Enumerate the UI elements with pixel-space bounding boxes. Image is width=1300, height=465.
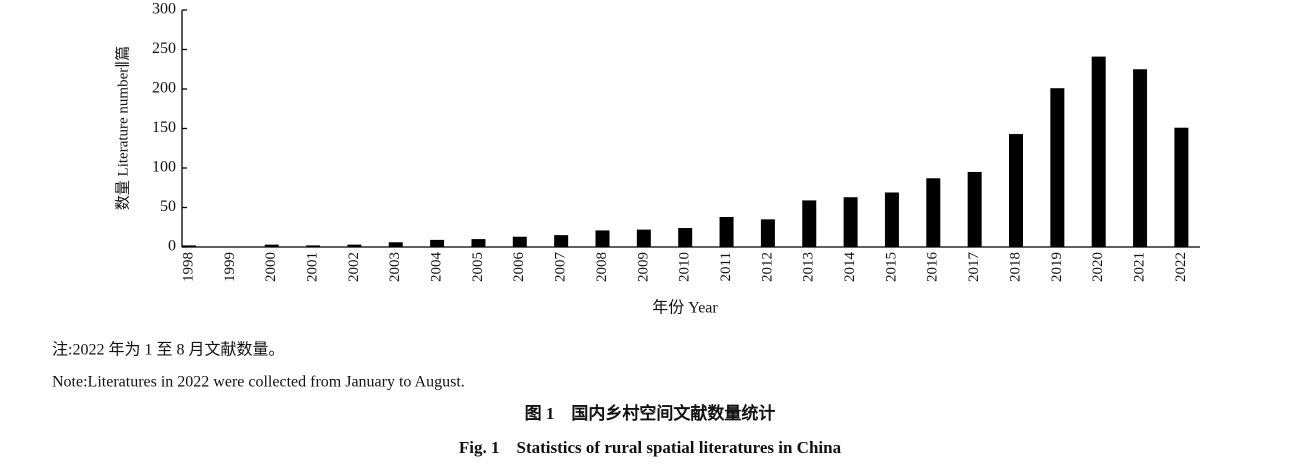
bar <box>1133 69 1148 247</box>
x-tick-label: 2001 <box>304 252 320 282</box>
bar <box>512 236 527 247</box>
x-tick-label: 2003 <box>387 252 403 282</box>
x-tick-label: 2009 <box>635 252 651 282</box>
bar <box>595 230 610 247</box>
x-tick-label: 2014 <box>842 252 858 283</box>
bar <box>388 242 403 247</box>
bar <box>884 192 899 247</box>
note: Note:Literatures in 2022 were collected … <box>52 374 465 391</box>
x-tick-label: 2016 <box>925 252 941 283</box>
x-tick-label: 2017 <box>966 252 982 283</box>
bar <box>182 245 196 247</box>
bar <box>1091 56 1106 247</box>
bar <box>926 178 941 247</box>
bar <box>719 216 734 247</box>
bar <box>306 245 321 247</box>
bar <box>760 219 775 247</box>
x-tick-label: 2019 <box>1049 252 1065 282</box>
x-tick-label: 2008 <box>594 252 610 282</box>
bar <box>802 200 817 247</box>
x-tick-label: 2015 <box>883 252 899 282</box>
x-tick-label: 1999 <box>222 252 238 282</box>
bar <box>347 244 362 247</box>
y-tick-label: 50 <box>160 198 176 215</box>
bar <box>967 171 982 247</box>
bar <box>843 197 858 247</box>
y-tick-label: 150 <box>152 119 176 136</box>
bar <box>471 239 486 247</box>
y-tick-label: 200 <box>152 80 176 97</box>
bar <box>264 244 279 247</box>
note: 注:2022 年为 1 至 8 月文献数量。 <box>52 341 284 359</box>
y-tick-label: 300 <box>152 1 176 18</box>
y-tick-label: 250 <box>152 40 176 57</box>
x-tick-label: 2010 <box>677 252 693 282</box>
bar <box>1174 127 1189 247</box>
x-tick-label: 2000 <box>263 252 279 282</box>
bar <box>430 239 445 247</box>
x-tick-label: 2018 <box>1007 252 1023 282</box>
x-tick-label: 2020 <box>1090 252 1106 282</box>
bar <box>1050 88 1065 248</box>
x-tick-label: 2007 <box>553 252 569 283</box>
y-tick-label: 100 <box>152 159 176 176</box>
x-axis-label: 年份 Year <box>652 299 718 317</box>
x-tick-label: 2004 <box>429 252 445 283</box>
caption: Fig. 1 Statistics of rural spatial liter… <box>459 438 842 457</box>
x-tick-label: 2022 <box>1173 252 1189 282</box>
bar <box>554 235 569 247</box>
x-tick-label: 2012 <box>759 252 775 282</box>
y-axis-label: 数量 Literature number∥篇 <box>113 46 131 210</box>
caption: 图 1 国内乡村空间文献数量统计 <box>525 403 776 423</box>
x-tick-label: 2013 <box>801 252 817 282</box>
x-tick-label: 2006 <box>511 252 527 283</box>
x-tick-label: 2011 <box>718 252 734 281</box>
x-tick-label: 1998 <box>180 252 196 282</box>
x-tick-label: 2021 <box>1131 252 1147 282</box>
x-tick-label: 2002 <box>346 252 362 282</box>
bar <box>678 228 693 247</box>
bar <box>1009 134 1023 247</box>
y-tick-label: 0 <box>168 238 176 255</box>
bar <box>636 229 651 247</box>
x-tick-label: 2005 <box>470 252 486 282</box>
